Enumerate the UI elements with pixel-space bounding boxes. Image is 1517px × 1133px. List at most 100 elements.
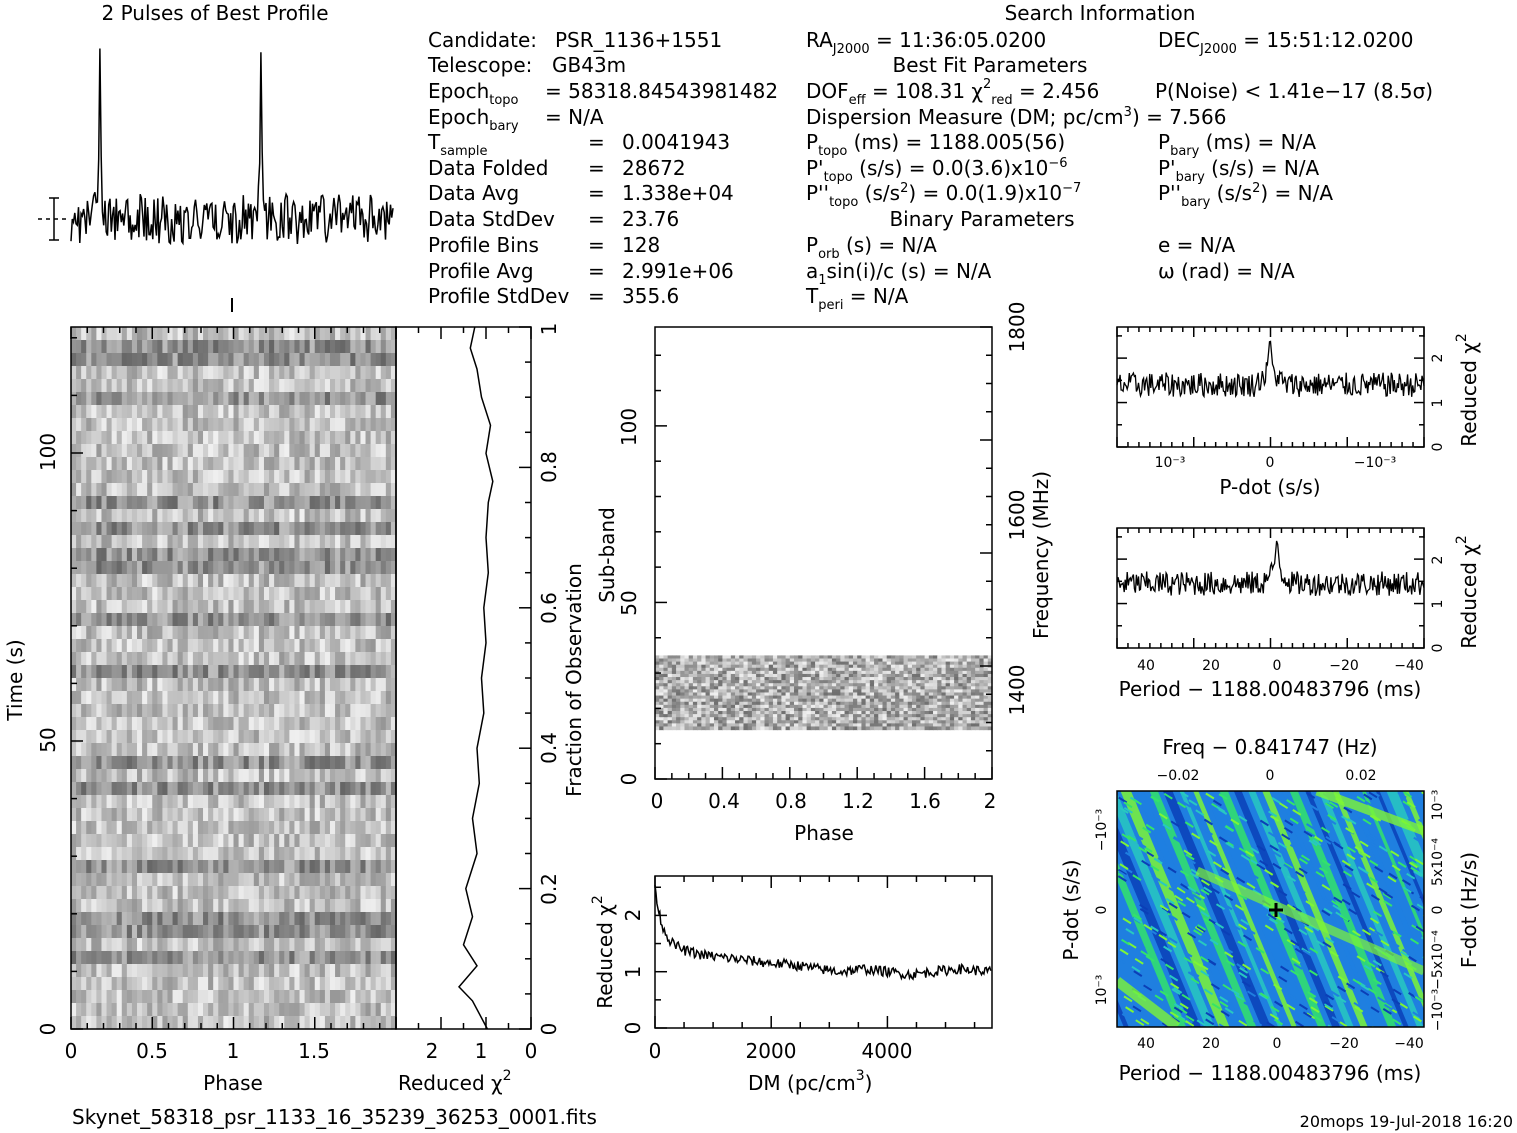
subband-cell [979, 701, 985, 706]
time-phase-cell [131, 873, 138, 887]
time-phase-cell [111, 418, 118, 432]
time-phase-cell [172, 912, 179, 926]
time-phase-cell [208, 678, 214, 692]
subband-cell [975, 670, 980, 675]
time-phase-cell [218, 782, 224, 796]
subband-cell [949, 655, 955, 660]
subband-cell [878, 707, 884, 712]
time-phase-cell [208, 951, 214, 965]
subband-cell [916, 698, 921, 703]
time-phase-cell [385, 1003, 392, 1017]
time-phase-cell [380, 756, 387, 770]
time-phase-xtick: 0 [65, 1039, 78, 1063]
time-phase-cell [253, 899, 260, 913]
time-phase-cell [390, 808, 397, 822]
subband-cell [958, 704, 964, 709]
time-phase-cell [157, 704, 164, 718]
time-phase-cell [375, 860, 382, 874]
time-phase-cell [365, 522, 372, 536]
subband-cell [798, 692, 804, 697]
time-phase-cell [152, 808, 158, 822]
time-phase-cell [335, 834, 341, 848]
time-phase-cell [137, 535, 143, 549]
time-phase-cell [253, 509, 260, 523]
time-phase-cell [319, 665, 326, 679]
time-phase-cell [101, 366, 108, 380]
time-phase-cell [111, 678, 118, 692]
info-left-equals: = [588, 284, 605, 308]
time-phase-cell [350, 938, 356, 952]
subband-cell [874, 673, 879, 678]
time-phase-cell [208, 1003, 214, 1017]
time-phase-cell [197, 626, 204, 640]
time-phase-cell [350, 652, 356, 666]
profile-plot [38, 48, 394, 312]
time-phase-cell [131, 548, 138, 562]
subband-cell [667, 661, 673, 666]
subband-cell [760, 664, 766, 669]
time-phase-cell [360, 340, 367, 354]
time-phase-cell [71, 925, 77, 939]
subband-cell [865, 686, 871, 690]
time-phase-cell [228, 860, 235, 874]
time-phase-cell [91, 587, 97, 601]
subband-cell [798, 698, 804, 703]
time-phase-cell [197, 613, 204, 627]
subband-cell [823, 661, 829, 666]
subband-cell [819, 658, 825, 663]
time-phase-cell [370, 678, 377, 692]
time-phase-cell [345, 535, 351, 549]
time-phase-cell [203, 886, 209, 900]
time-phase-cell [263, 1003, 270, 1017]
subband-cell [823, 707, 829, 712]
subband-cell [692, 670, 698, 675]
subband-cell [911, 695, 917, 700]
time-phase-cell [223, 392, 230, 406]
time-phase-cell [81, 665, 87, 679]
subband-cell [726, 711, 732, 715]
time-phase-cell [258, 769, 265, 783]
time-phase-cell [370, 444, 377, 458]
time-phase-cell [304, 574, 311, 588]
time-phase-cell [263, 431, 270, 445]
subband-cell [806, 667, 812, 672]
subband-cell [903, 664, 909, 669]
subband-cell [680, 664, 686, 669]
time-phase-cell [157, 756, 164, 770]
time-phase-cell [131, 626, 138, 640]
time-phase-cell [238, 795, 245, 809]
subband-cell [794, 680, 799, 684]
time-phase-cell [385, 691, 392, 705]
subband-cell [815, 689, 820, 694]
time-phase-cell [365, 379, 372, 393]
time-phase-cell [380, 327, 387, 341]
time-phase-cell [162, 951, 169, 965]
time-phase-cell [86, 639, 92, 653]
time-phase-cell [360, 990, 367, 1004]
time-phase-cell [253, 561, 260, 575]
time-phase-cell [111, 340, 118, 354]
time-phase-cell [294, 548, 301, 562]
time-phase-cell [111, 717, 118, 731]
subband-cell [899, 698, 905, 703]
time-phase-cell [263, 977, 270, 991]
time-phase-cell [314, 938, 321, 952]
time-phase-cell [147, 808, 153, 822]
time-phase-cell [350, 769, 356, 783]
subband-cell [739, 683, 745, 687]
time-phase-cell [360, 366, 367, 380]
subband-cell [937, 692, 943, 697]
time-phase-cell [192, 717, 199, 731]
subband-cell [815, 695, 820, 700]
time-phase-cell [203, 509, 209, 523]
time-phase-cell [274, 522, 280, 536]
subband-cell [798, 677, 804, 681]
time-phase-cell [106, 1016, 113, 1030]
time-phase-cell [335, 847, 341, 861]
time-phase-cell [208, 600, 214, 614]
time-phase-cell [284, 691, 290, 705]
time-phase-cell [253, 340, 260, 354]
time-phase-cell [131, 574, 138, 588]
time-phase-cell [91, 457, 97, 471]
subband-cell [701, 707, 707, 712]
